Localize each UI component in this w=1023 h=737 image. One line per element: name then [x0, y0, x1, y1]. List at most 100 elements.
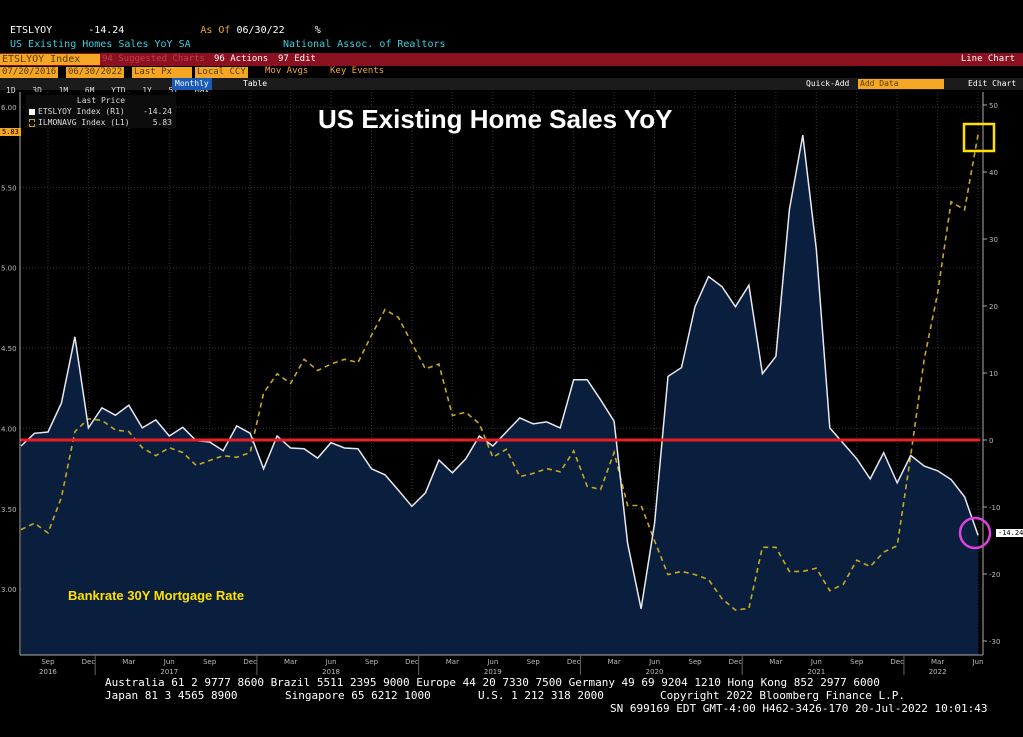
range-ytd[interactable]: YTD — [111, 86, 126, 95]
year-label: 2016 — [39, 668, 57, 676]
x-tick-label: Dec — [567, 658, 581, 666]
x-tick-label: Jun — [163, 658, 175, 666]
legend: Last Price ETSLYOY Index (R1) -14.24 ILM… — [26, 95, 176, 128]
x-tick-label: Dec — [729, 658, 743, 666]
x-tick-label: Sep — [41, 658, 55, 666]
x-tick-label: Sep — [365, 658, 379, 666]
footer-session: SN 699169 EDT GMT-4:00 H462-3426-170 20-… — [610, 702, 988, 715]
range-5y[interactable]: 5Y — [168, 86, 179, 95]
left-tick-label: 3.50 — [1, 506, 17, 514]
left-tick-label: 4.00 — [1, 425, 17, 433]
x-tick-label: Sep — [850, 658, 864, 666]
footer-singapore: Singapore 65 6212 1000 — [285, 689, 431, 702]
mov-avg-toggle[interactable]: Mov Avgs — [265, 66, 309, 76]
legend-title: Last Price — [76, 96, 126, 105]
as-of-label: As Of — [200, 25, 231, 36]
x-tick-label: Dec — [890, 658, 904, 666]
x-tick-label: Jun — [486, 658, 498, 666]
edit-chart-button[interactable]: Edit Chart — [968, 79, 1017, 88]
x-tick-label: Sep — [203, 658, 217, 666]
range-1d[interactable]: 1D — [6, 86, 16, 95]
left-tick-label: 5.50 — [1, 184, 17, 192]
series-description: US Existing Homes Sales YoY SA — [10, 39, 191, 50]
header-row: ETSLYOY -14.24 As Of 06/30/22 % — [10, 25, 321, 36]
chart-type-label: Line Chart — [960, 54, 1015, 64]
series-source: National Assoc. of Realtors — [283, 39, 446, 50]
x-tick-label: Dec — [82, 658, 96, 666]
date-row: 07/20/2016 06/30/2022 Last Px Local CCY … — [0, 66, 1023, 78]
right-last-value-tag: -14.24 — [996, 529, 1023, 537]
right-tick-label: 20 — [989, 303, 998, 311]
legend-swatch — [29, 108, 35, 115]
x-tick-label: Mar — [769, 658, 782, 666]
currency-select[interactable]: Local CCY — [195, 67, 248, 78]
range-row: 1D 3D 1M 6M YTD 1Y 5Y Max Monthly Table … — [0, 78, 1023, 95]
as-of-date: 06/30/22 — [236, 25, 285, 36]
x-tick-label: Jun — [810, 658, 822, 666]
table-button[interactable]: Table — [243, 79, 268, 88]
range-1m[interactable]: 1M — [58, 86, 69, 95]
x-tick-label: Mar — [446, 658, 459, 666]
range-max[interactable]: Max — [194, 86, 210, 95]
x-tick-label: Mar — [931, 658, 944, 666]
x-tick-label: Jun — [325, 658, 337, 666]
right-tick-label: 30 — [989, 236, 998, 244]
right-tick-label: 0 — [989, 437, 993, 445]
x-tick-label: Sep — [527, 658, 541, 666]
mortgage-annotation: Bankrate 30Y Mortgage Rate — [68, 588, 245, 603]
x-tick-label: Mar — [284, 658, 297, 666]
frequency-select[interactable]: Monthly — [172, 78, 212, 90]
legend-item-mortgage: ILMONAVG Index (L1) 5.83 — [26, 117, 176, 128]
year-label: 2019 — [484, 668, 502, 676]
footer-japan: Japan 81 3 4565 8900 — [105, 689, 238, 702]
quick-add-button[interactable]: Quick-Add — [806, 79, 850, 88]
legend-label: ILMONAVG Index (L1) — [38, 118, 130, 127]
security-field[interactable]: ETSLYOY Index — [0, 54, 100, 65]
legend-value: -14.24 — [143, 107, 172, 116]
right-tick-label: 50 — [989, 102, 998, 110]
footer-us: U.S. 1 212 318 2000 — [478, 689, 604, 702]
x-tick-label: Sep — [688, 658, 702, 666]
ticker: ETSLYOY — [10, 25, 53, 36]
year-label: 2022 — [929, 668, 947, 676]
x-tick-label: Mar — [122, 658, 135, 666]
key-events-toggle[interactable]: Key Events — [330, 66, 385, 76]
footer-copyright: Copyright 2022 Bloomberg Finance L.P. — [660, 689, 906, 702]
highlight-circle — [958, 516, 992, 550]
x-tick-label: Jun — [648, 658, 660, 666]
left-tick-label: 5.00 — [1, 265, 17, 273]
year-label: 2020 — [646, 668, 664, 676]
right-tick-label: -30 — [989, 638, 1000, 646]
unit: % — [314, 25, 321, 36]
year-label: 2021 — [807, 668, 825, 676]
highlight-box — [962, 122, 996, 153]
range-3d[interactable]: 3D — [32, 86, 42, 95]
year-label: 2018 — [322, 668, 340, 676]
x-tick-label: Dec — [405, 658, 419, 666]
range-6m[interactable]: 6M — [84, 86, 95, 95]
legend-value: 5.83 — [152, 118, 172, 127]
year-label: 2017 — [160, 668, 178, 676]
legend-item-home-sales: ETSLYOY Index (R1) -14.24 — [26, 106, 176, 117]
edit-button[interactable]: 97 Edit — [278, 54, 316, 64]
right-tick-label: 40 — [989, 169, 998, 177]
home-sales-area — [21, 135, 979, 656]
range-1y[interactable]: 1Y — [142, 86, 152, 95]
end-date-field[interactable]: 06/30/2022 — [66, 67, 125, 78]
footer-contacts: Australia 61 2 9777 8600 Brazil 5511 239… — [105, 676, 880, 689]
start-date-field[interactable]: 07/20/2016 — [0, 67, 59, 78]
range-buttons: 1D 3D 1M 6M YTD 1Y 5Y Max — [6, 78, 216, 97]
legend-swatch — [29, 118, 35, 127]
axes: 6.00 5.50 5.00 4.50 4.00 3.50 3.00 50 40 30 20 10 0 -… — [1, 92, 1000, 676]
add-data-input[interactable]: Add Data — [858, 79, 944, 89]
x-tick-label: Jun — [972, 658, 984, 666]
legend-label: ETSLYOY Index (R1) — [38, 107, 125, 116]
x-tick-label: Dec — [243, 658, 257, 666]
left-tick-label: 6.00 — [1, 104, 17, 112]
right-tick-label: -10 — [989, 504, 1000, 512]
suggested-charts-button[interactable]: 94 Suggested Charts — [102, 54, 205, 64]
chart-title: US Existing Home Sales YoY — [318, 104, 673, 134]
actions-button[interactable]: 96 Actions — [214, 54, 269, 64]
price-field-select[interactable]: Last Px — [132, 67, 192, 78]
